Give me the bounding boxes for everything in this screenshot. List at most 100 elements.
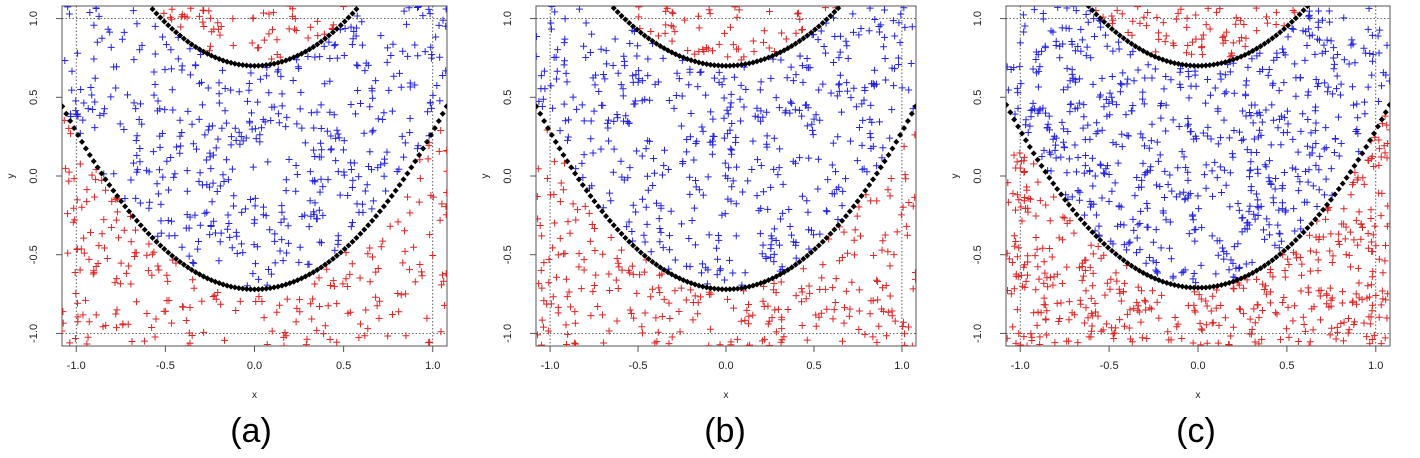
data-point xyxy=(744,177,752,185)
boundary-point xyxy=(723,62,729,69)
data-point xyxy=(1189,216,1197,224)
data-point xyxy=(1340,56,1348,64)
data-point xyxy=(1089,182,1097,190)
data-point xyxy=(1327,296,1335,304)
data-point xyxy=(759,297,767,305)
data-point xyxy=(293,171,301,179)
boundary-point xyxy=(711,285,718,292)
data-point xyxy=(1386,126,1390,134)
data-point xyxy=(313,108,321,116)
data-point xyxy=(381,159,389,167)
data-point xyxy=(691,241,699,249)
data-point xyxy=(1106,89,1114,97)
data-point xyxy=(127,238,135,246)
data-point xyxy=(667,207,675,215)
data-point xyxy=(318,239,326,247)
data-point xyxy=(646,137,654,145)
data-point xyxy=(1240,21,1248,29)
data-point xyxy=(1213,8,1221,16)
data-point xyxy=(217,23,225,31)
data-point xyxy=(575,6,583,13)
data-point xyxy=(280,215,288,223)
data-point xyxy=(1132,249,1140,257)
boundary-point xyxy=(661,266,668,273)
data-point xyxy=(582,54,590,62)
data-point xyxy=(1202,21,1210,29)
boundary-point xyxy=(850,203,857,210)
data-point xyxy=(897,10,905,18)
data-point xyxy=(333,126,341,134)
data-point xyxy=(1178,148,1186,156)
data-point xyxy=(1160,193,1168,201)
data-point xyxy=(1352,290,1360,298)
boundary-point xyxy=(1367,137,1374,144)
data-point xyxy=(316,188,324,196)
data-point xyxy=(1232,20,1240,28)
data-point xyxy=(1378,82,1386,90)
data-point xyxy=(655,284,663,292)
boundary-point xyxy=(145,230,152,237)
boundary-point xyxy=(641,252,648,259)
data-point xyxy=(1383,314,1390,322)
data-point xyxy=(74,313,82,321)
boundary-point xyxy=(1179,61,1186,68)
data-point xyxy=(1375,49,1383,57)
data-point xyxy=(1269,273,1277,281)
data-point xyxy=(263,340,271,346)
data-point xyxy=(140,337,148,345)
data-point xyxy=(1263,19,1271,27)
data-point xyxy=(805,154,813,162)
data-point xyxy=(87,84,95,92)
boundary-point xyxy=(267,285,274,292)
data-point xyxy=(402,332,410,340)
boundary-point xyxy=(626,238,633,245)
data-point xyxy=(614,284,622,292)
data-point xyxy=(803,54,811,62)
boundary-point xyxy=(564,158,571,165)
data-point xyxy=(886,192,894,200)
data-point xyxy=(326,335,334,343)
data-point xyxy=(1015,330,1023,338)
boundary-point xyxy=(243,286,250,293)
data-point xyxy=(829,284,837,292)
data-point xyxy=(1143,200,1151,207)
data-point xyxy=(726,23,734,31)
y-tick-label: 0.0 xyxy=(28,168,40,183)
data-point xyxy=(732,138,740,146)
data-point xyxy=(236,297,244,305)
data-point xyxy=(833,92,841,100)
data-point xyxy=(138,120,146,128)
data-point xyxy=(633,289,641,297)
boundary-point xyxy=(1022,137,1029,144)
data-point xyxy=(331,41,339,49)
data-point xyxy=(1116,88,1124,96)
boundary-point xyxy=(1206,284,1213,291)
data-point xyxy=(736,95,744,103)
data-point xyxy=(741,316,749,324)
data-point xyxy=(894,54,902,62)
data-point xyxy=(1054,6,1062,11)
data-point xyxy=(278,90,286,98)
data-point xyxy=(796,15,804,23)
data-point xyxy=(368,253,376,261)
boundary-point xyxy=(439,110,446,117)
data-point xyxy=(427,191,435,199)
boundary-point xyxy=(723,286,729,293)
data-point xyxy=(556,198,564,206)
data-point xyxy=(232,307,240,315)
boundary-point xyxy=(1304,6,1311,10)
data-point xyxy=(554,46,562,54)
data-point xyxy=(782,107,790,115)
data-point xyxy=(273,308,281,316)
data-point xyxy=(326,55,334,63)
data-point xyxy=(132,136,140,144)
data-point xyxy=(202,156,210,164)
data-point xyxy=(721,159,729,167)
data-point xyxy=(549,104,557,112)
data-point xyxy=(580,151,588,159)
data-point xyxy=(902,175,910,183)
data-point xyxy=(1354,114,1362,122)
boundary-point xyxy=(781,269,788,276)
data-point xyxy=(619,85,627,93)
data-point xyxy=(572,216,580,224)
